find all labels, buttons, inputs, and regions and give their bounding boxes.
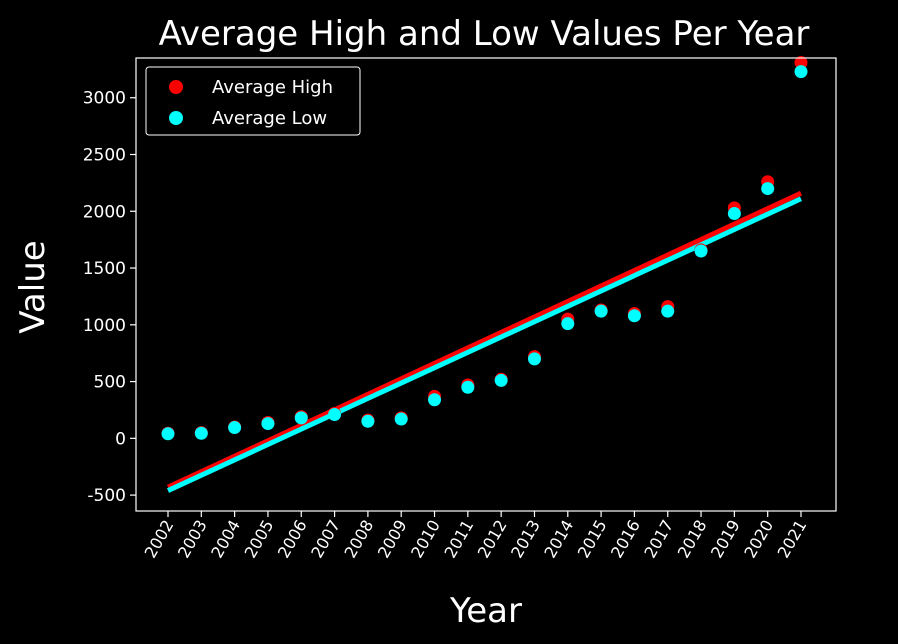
trend-line-high (166, 190, 803, 490)
y-tick-label: 2000 (83, 202, 126, 222)
low-point (494, 373, 508, 387)
y-tick-label: -500 (87, 486, 126, 506)
y-tick-label: 2500 (83, 146, 126, 166)
legend-label-high: Average High (212, 77, 333, 98)
legend-marker-low (169, 111, 183, 125)
low-point (228, 421, 242, 435)
y-tick-label: 500 (94, 373, 126, 393)
low-point (627, 309, 641, 323)
low-point (394, 412, 408, 426)
low-point (294, 411, 308, 425)
low-point (594, 304, 608, 318)
low-point (794, 65, 808, 79)
low-point (561, 317, 575, 331)
y-axis-label: Value (13, 240, 53, 333)
low-point (461, 380, 475, 394)
legend: Average High Average Low (145, 66, 361, 136)
low-point (428, 393, 442, 407)
legend-box (145, 66, 361, 136)
y-tick-label: 1000 (83, 316, 126, 336)
low-point (361, 414, 375, 428)
legend-marker-high (169, 80, 183, 94)
y-tick-label: 1500 (83, 259, 126, 279)
low-point (661, 304, 675, 318)
y-tick-label: 0 (115, 429, 126, 449)
y-tick-label: 3000 (83, 89, 126, 109)
low-point (727, 207, 741, 221)
low-point (761, 182, 775, 196)
low-point (261, 417, 275, 431)
low-point (194, 426, 208, 440)
low-point (161, 427, 175, 441)
plot-frame (135, 57, 837, 512)
low-point (527, 352, 541, 366)
legend-label-low: Average Low (212, 108, 327, 129)
chart-title: Average High and Low Values Per Year (159, 14, 810, 54)
high-point (794, 56, 808, 70)
x-axis-label: Year (449, 591, 522, 631)
low-point (328, 407, 342, 421)
low-point (694, 244, 708, 258)
